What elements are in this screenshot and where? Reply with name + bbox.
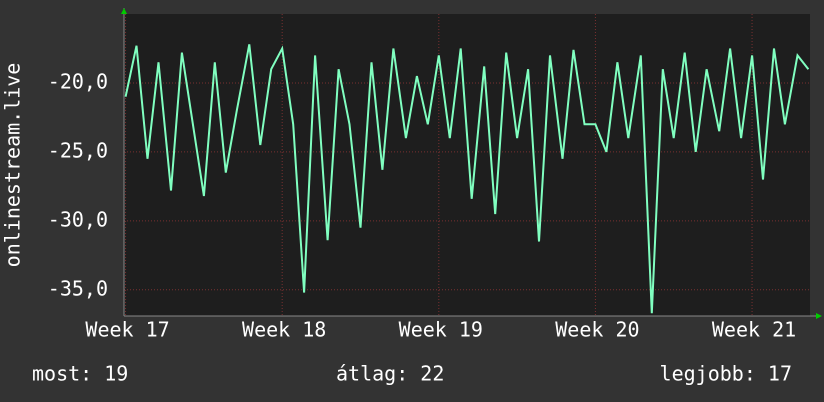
footer-average: átlag: 22	[336, 362, 444, 386]
x-tick-label: Week 19	[399, 318, 483, 342]
y-axis-label: onlinestream.live	[1, 63, 25, 268]
y-tick-label: -35,0	[48, 276, 108, 300]
data-line	[124, 44, 810, 314]
footer-current: most: 19	[32, 362, 128, 386]
x-tick-label: Week 21	[712, 318, 796, 342]
x-tick-label: Week 17	[85, 318, 169, 342]
y-tick-label: -30,0	[48, 207, 108, 231]
footer-best: legjobb: 17	[660, 362, 792, 386]
plot-area	[124, 14, 810, 316]
x-tick-label: Week 20	[555, 318, 639, 342]
axis-arrow	[816, 313, 822, 319]
axis-arrow	[121, 8, 127, 14]
y-tick-label: -25,0	[48, 138, 108, 162]
y-tick-label: -20,0	[48, 69, 108, 93]
x-tick-label: Week 18	[242, 318, 326, 342]
